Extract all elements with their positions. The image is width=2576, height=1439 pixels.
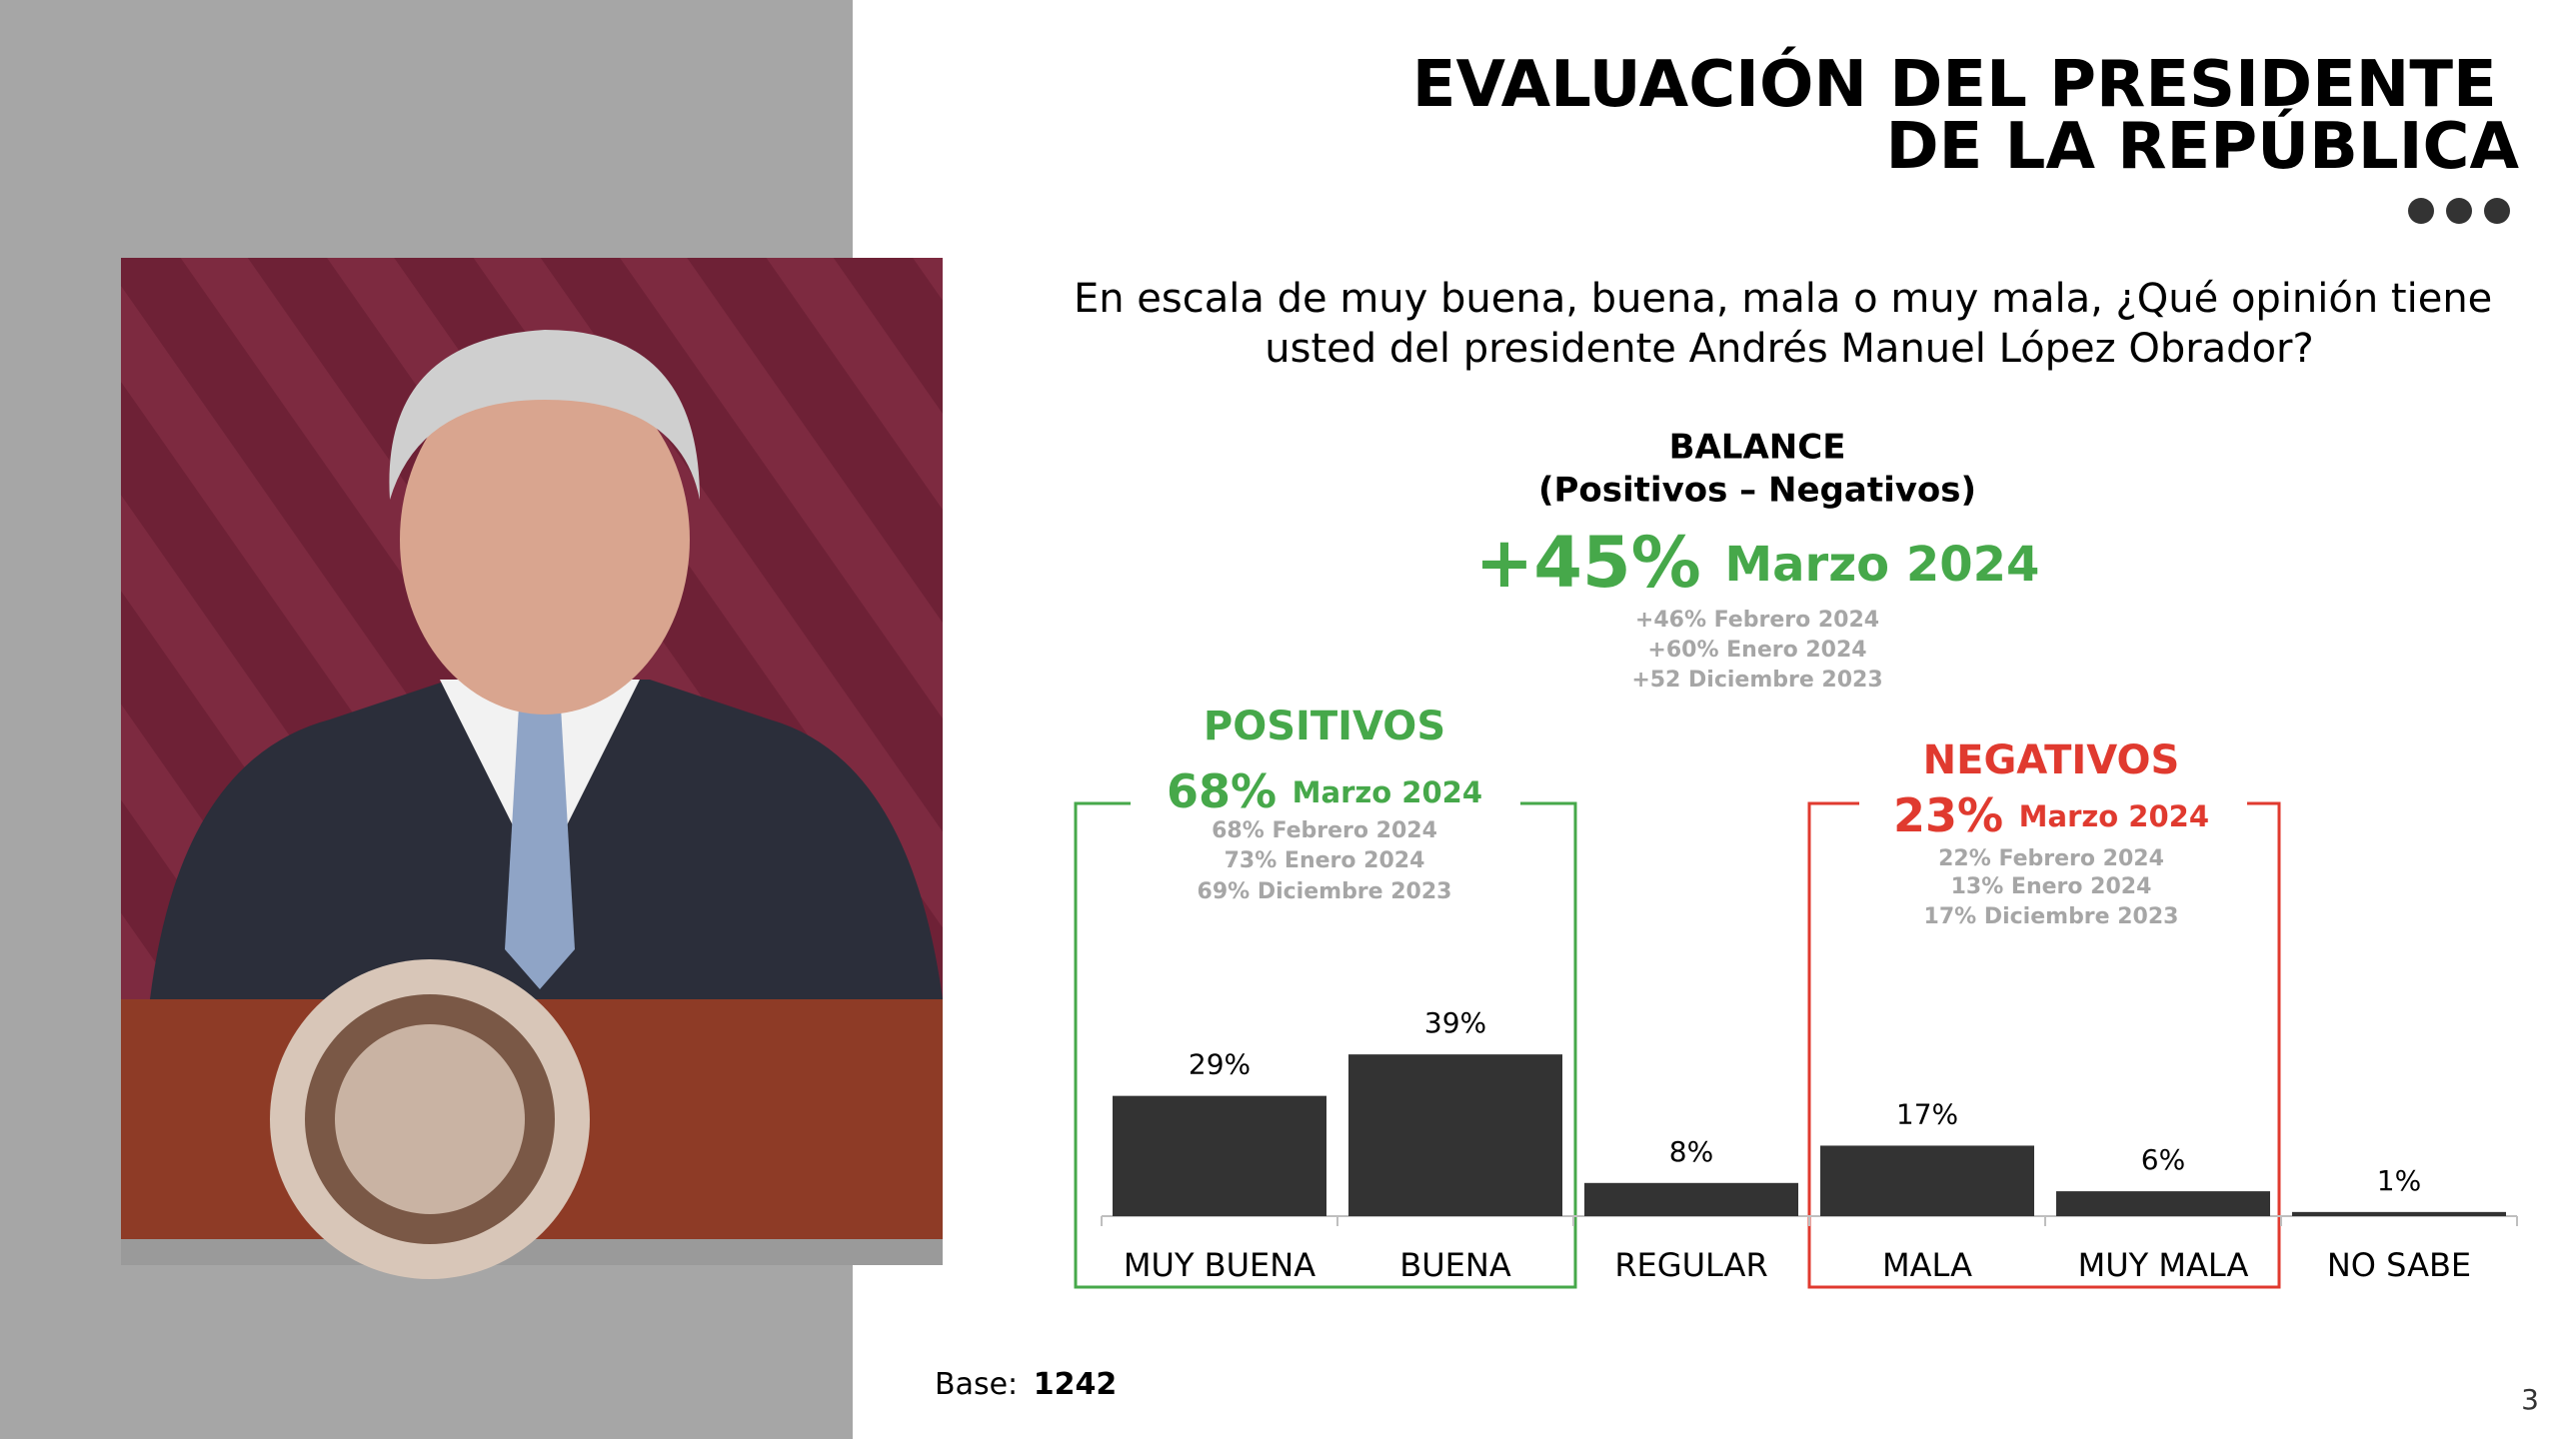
positivos-value: 68% Marzo 2024: [1167, 764, 1482, 818]
x-tick-label: MALA: [1882, 1246, 1972, 1284]
question-line: En escala de muy buena, buena, mala o mu…: [1074, 276, 2492, 322]
value-label: 1%: [2377, 1164, 2421, 1197]
positivos-history: 69% Diciembre 2023: [1198, 879, 1452, 904]
balance-history: +46% Febrero 2024: [1635, 608, 1879, 633]
balance-title: BALANCE: [1669, 428, 1846, 468]
x-tick-label: NO SABE: [2327, 1246, 2471, 1284]
bar-chart: 29% MUY BUENA 39% BUENA 8% REGULAR 17% MALA 6% MU…: [1101, 1006, 2518, 1284]
value-label: 6%: [2141, 1143, 2185, 1176]
value-label: 29%: [1189, 1048, 1251, 1081]
negativos-number: 23%: [1893, 788, 2003, 842]
base: Base: 1242: [935, 1367, 1117, 1402]
title: EVALUACIÓN DEL PRESIDENTE DE LA REPÚBLIC…: [1412, 46, 2520, 184]
positivos-number: 68%: [1167, 764, 1277, 818]
negativos-value: 23% Marzo 2024: [1893, 788, 2209, 842]
negativos-history: 22% Febrero 2024: [1938, 846, 2164, 871]
bar: [2056, 1191, 2270, 1216]
bar: [1584, 1182, 1798, 1216]
negativos-period: Marzo 2024: [2019, 799, 2209, 833]
x-tick-label: REGULAR: [1614, 1246, 1767, 1284]
negativos-history: 17% Diciembre 2023: [1924, 904, 2179, 929]
negativos-bracket: [1807, 801, 2281, 1289]
positivos-bracket: [1074, 801, 1577, 1289]
balance-history: +52 Diciembre 2023: [1631, 668, 1882, 693]
positivos-history: 73% Enero 2024: [1225, 848, 1425, 873]
negativos-title: NEGATIVOS: [1923, 737, 2180, 783]
value-label: 39%: [1424, 1006, 1486, 1039]
balance-history: +60% Enero 2024: [1647, 638, 1866, 663]
positivos-history: 68% Febrero 2024: [1212, 818, 1437, 843]
question: En escala de muy buena, buena, mala o mu…: [1074, 276, 2505, 372]
balance-subtitle: (Positivos – Negativos): [1538, 471, 1976, 511]
balance-number: +45%: [1475, 522, 1701, 604]
balance-period: Marzo 2024: [1724, 537, 2039, 593]
value-label: 8%: [1669, 1135, 1713, 1168]
page-number: 3: [2521, 1383, 2539, 1416]
bar: [1348, 1054, 1562, 1216]
title-line: EVALUACIÓN DEL PRESIDENTE: [1412, 46, 2497, 122]
photo: [121, 258, 943, 1279]
balance-value: +45% Marzo 2024: [1475, 522, 2040, 604]
x-tick-label: BUENA: [1399, 1246, 1511, 1284]
base-value: 1242: [1034, 1367, 1118, 1402]
positivos-title: POSITIVOS: [1204, 704, 1445, 749]
bar: [2292, 1211, 2506, 1216]
question-line: usted del presidente Andrés Manuel López…: [1265, 326, 2313, 372]
x-tick-label: MUY BUENA: [1124, 1246, 1315, 1284]
dots: [2408, 198, 2510, 224]
title-line: DE LA REPÚBLICA: [1886, 108, 2520, 184]
negativos-history: 13% Enero 2024: [1951, 874, 2152, 899]
x-tick-label: MUY MALA: [2078, 1246, 2249, 1284]
bar: [1820, 1145, 2034, 1216]
value-label: 17%: [1896, 1097, 1958, 1130]
bar: [1113, 1095, 1326, 1216]
base-label: Base:: [935, 1367, 1018, 1402]
positivos-period: Marzo 2024: [1292, 775, 1482, 809]
